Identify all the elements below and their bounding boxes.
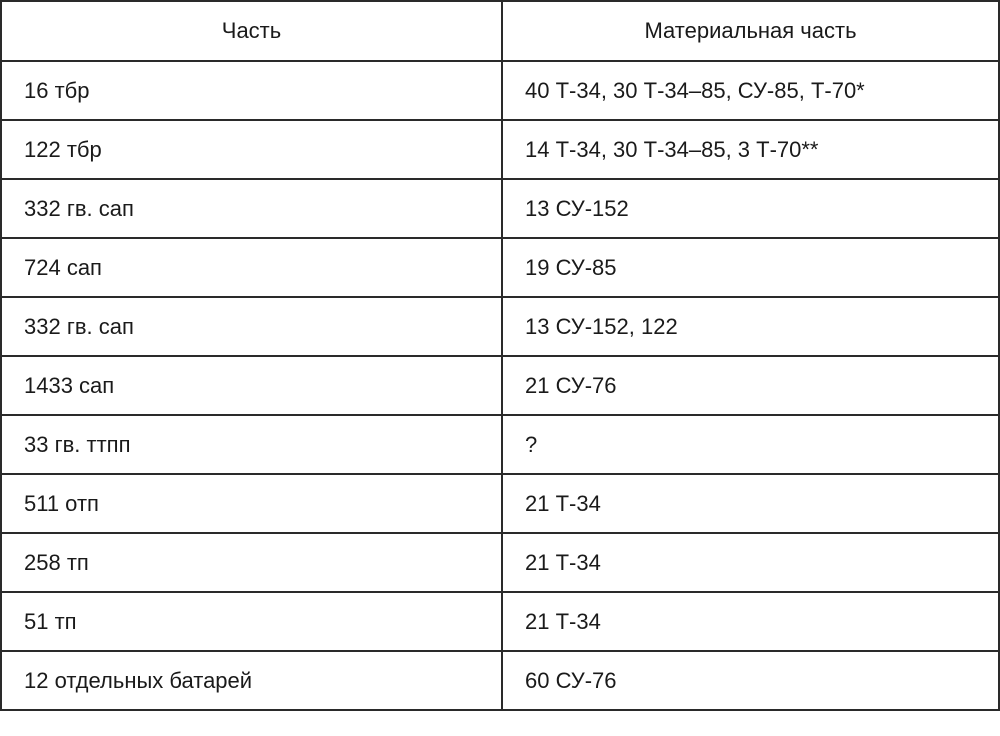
unit-cell: 51 тп (0, 591, 503, 652)
table-row: 511 отп 21 Т-34 (0, 473, 1000, 534)
table-row: 33 гв. ттпп? (0, 414, 1000, 475)
table-row: 12 отдельных батарей 60 СУ-76 (0, 650, 1000, 711)
unit-cell: 332 гв. сап (0, 178, 503, 239)
unit-cell: 12 отдельных батарей (0, 650, 503, 711)
equipment-cell: 13 СУ-152 (501, 178, 1000, 239)
header-row: Часть Материальная часть (0, 0, 1000, 62)
unit-cell: 122 тбр (0, 119, 503, 180)
unit-cell: 332 гв. сап (0, 296, 503, 357)
unit-cell: 511 отп (0, 473, 503, 534)
table-row: 332 гв. сап 13 СУ-152 (0, 178, 1000, 239)
unit-cell: 724 сап (0, 237, 503, 298)
equipment-cell: 21 Т-34 (501, 591, 1000, 652)
equipment-cell: 21 СУ-76 (501, 355, 1000, 416)
equipment-cell: 14 Т-34, 30 Т-34–85, 3 Т-70** (501, 119, 1000, 180)
table-row: 1433 сап 21 СУ-76 (0, 355, 1000, 416)
table-row: 16 тбр 40 Т-34, 30 Т-34–85, СУ-85, Т-70* (0, 60, 1000, 121)
equipment-cell: ? (501, 414, 1000, 475)
table-row: 51 тп 21 Т-34 (0, 591, 1000, 652)
table-row: 724 сап 19 СУ-85 (0, 237, 1000, 298)
table-row: 258 тп 21 Т-34 (0, 532, 1000, 593)
equipment-cell: 60 СУ-76 (501, 650, 1000, 711)
unit-cell: 16 тбр (0, 60, 503, 121)
equipment-cell: 40 Т-34, 30 Т-34–85, СУ-85, Т-70* (501, 60, 1000, 121)
equipment-cell: 21 Т-34 (501, 532, 1000, 593)
header-unit: Часть (0, 0, 503, 62)
units-table: Часть Материальная часть 16 тбр 40 Т-34, … (0, 0, 1000, 711)
equipment-cell: 19 СУ-85 (501, 237, 1000, 298)
table-row: 122 тбр 14 Т-34, 30 Т-34–85, 3 Т-70** (0, 119, 1000, 180)
table-row: 332 гв. сап 13 СУ-152, 122 (0, 296, 1000, 357)
unit-cell: 33 гв. ттпп (0, 414, 503, 475)
equipment-cell: 13 СУ-152, 122 (501, 296, 1000, 357)
unit-cell: 1433 сап (0, 355, 503, 416)
equipment-cell: 21 Т-34 (501, 473, 1000, 534)
unit-cell: 258 тп (0, 532, 503, 593)
header-equipment: Материальная часть (501, 0, 1000, 62)
